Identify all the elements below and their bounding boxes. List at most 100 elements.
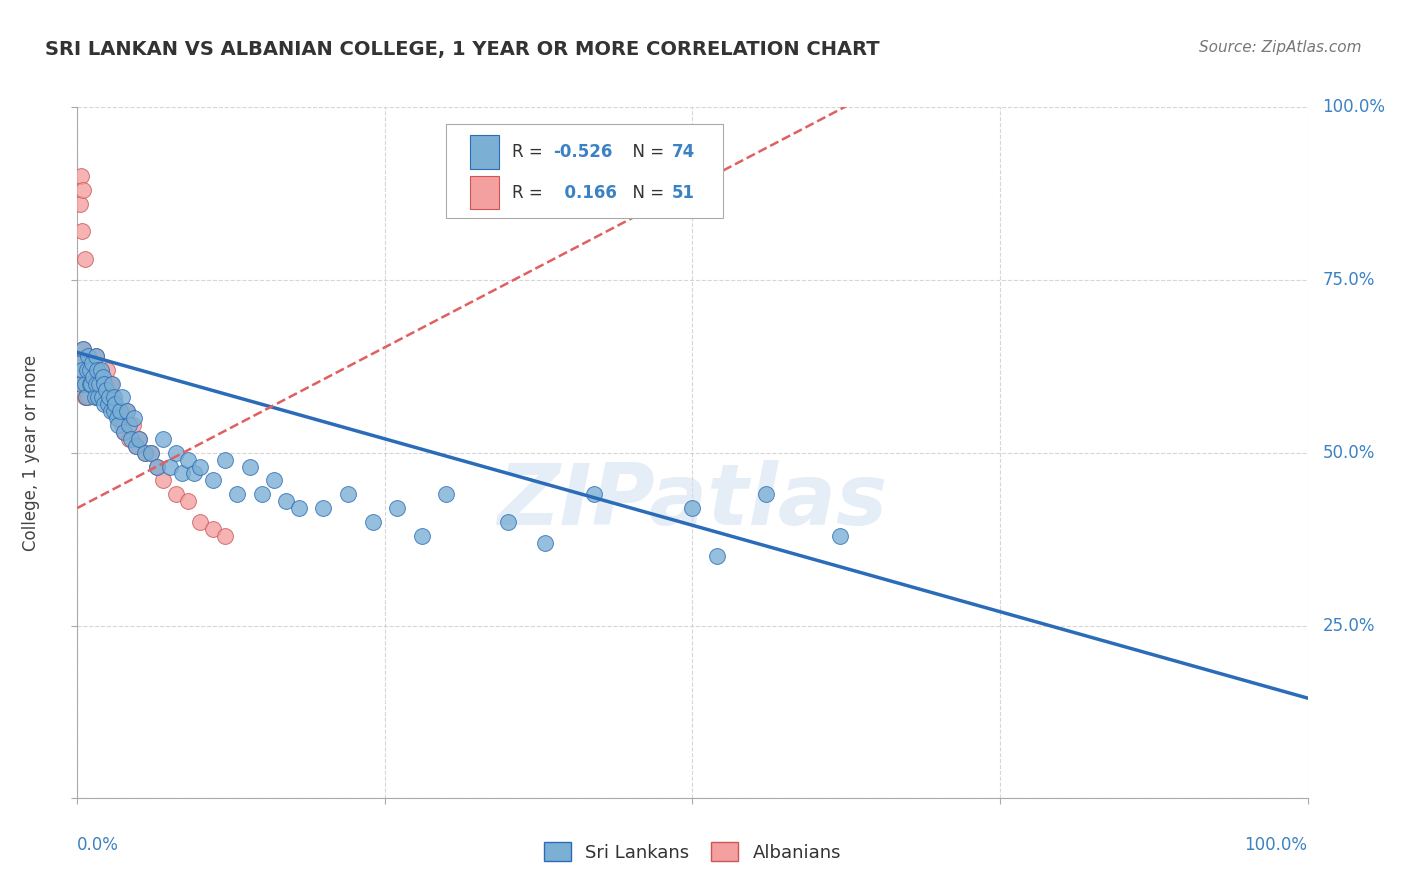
Point: [165, 445, 187, 460]
Point: [91, 376, 114, 391]
Point: [82, 362, 104, 376]
Point: [69, 356, 91, 370]
Point: [125, 439, 148, 453]
Point: [112, 425, 135, 439]
Point: [214, 528, 236, 542]
Point: [97, 384, 120, 398]
Text: 50.0%: 50.0%: [1323, 443, 1375, 462]
Text: -0.526: -0.526: [554, 143, 613, 161]
Point: [361, 515, 384, 529]
Text: 100.0%: 100.0%: [1323, 98, 1385, 116]
Point: [100, 376, 122, 391]
Point: [183, 467, 205, 481]
Point: [755, 487, 778, 501]
Point: [70, 225, 93, 239]
Point: [534, 535, 557, 549]
Point: [100, 404, 122, 418]
FancyBboxPatch shape: [447, 124, 723, 218]
Point: [90, 362, 112, 376]
Text: ZIPatlas: ZIPatlas: [498, 459, 887, 542]
Point: [188, 515, 212, 529]
Point: [84, 349, 107, 363]
Point: [201, 473, 224, 487]
Point: [165, 487, 187, 501]
Point: [89, 376, 111, 391]
Point: [72, 342, 94, 356]
Point: [682, 501, 704, 516]
Point: [69, 197, 91, 211]
Point: [103, 397, 125, 411]
Point: [70, 169, 93, 184]
Point: [75, 391, 97, 405]
Point: [72, 342, 94, 356]
Point: [250, 487, 273, 501]
Point: [104, 397, 127, 411]
Point: [82, 356, 104, 370]
Point: [146, 459, 169, 474]
Point: [128, 432, 150, 446]
Text: 0.0%: 0.0%: [77, 837, 120, 855]
Text: SRI LANKAN VS ALBANIAN COLLEGE, 1 YEAR OR MORE CORRELATION CHART: SRI LANKAN VS ALBANIAN COLLEGE, 1 YEAR O…: [45, 40, 880, 59]
Point: [84, 376, 107, 391]
Point: [134, 445, 156, 460]
Point: [79, 362, 101, 376]
Point: [80, 376, 103, 391]
Point: [105, 411, 128, 425]
Point: [706, 549, 728, 564]
Point: [177, 452, 200, 467]
Point: [125, 439, 148, 453]
Point: [337, 487, 360, 501]
Point: [108, 411, 131, 425]
Point: [83, 391, 105, 405]
Point: [152, 473, 174, 487]
Point: [72, 183, 94, 197]
Point: [111, 417, 132, 432]
Point: [76, 362, 98, 376]
Point: [73, 391, 96, 405]
Point: [103, 391, 125, 405]
Point: [77, 349, 100, 363]
Point: [90, 391, 114, 405]
Point: [107, 417, 129, 432]
Point: [86, 391, 108, 405]
Point: [87, 362, 110, 376]
Point: [141, 445, 163, 460]
FancyBboxPatch shape: [470, 136, 499, 169]
Point: [89, 376, 111, 391]
Legend: Sri Lankans, Albanians: Sri Lankans, Albanians: [537, 835, 848, 869]
Point: [436, 487, 458, 501]
Point: [70, 362, 93, 376]
Point: [118, 432, 141, 446]
Point: [115, 404, 138, 418]
Point: [97, 397, 120, 411]
Point: [214, 452, 236, 467]
Point: [496, 515, 519, 529]
Point: [103, 404, 125, 418]
Text: R =: R =: [512, 143, 547, 161]
Point: [93, 397, 115, 411]
Point: [121, 417, 143, 432]
Text: Source: ZipAtlas.com: Source: ZipAtlas.com: [1198, 40, 1361, 55]
Point: [583, 487, 606, 501]
Point: [70, 376, 93, 391]
Text: N =: N =: [623, 143, 669, 161]
Point: [77, 391, 100, 405]
Point: [98, 397, 121, 411]
Point: [70, 362, 93, 376]
Text: 100.0%: 100.0%: [1244, 837, 1308, 855]
Point: [83, 376, 105, 391]
Point: [122, 411, 145, 425]
Point: [188, 459, 212, 474]
Point: [115, 404, 138, 418]
Point: [128, 432, 150, 446]
Point: [82, 369, 104, 384]
Point: [121, 432, 143, 446]
Point: [226, 487, 249, 501]
Text: 0.166: 0.166: [554, 184, 617, 202]
Point: [82, 376, 104, 391]
Point: [110, 404, 132, 418]
Point: [69, 356, 91, 370]
Text: R =: R =: [512, 184, 547, 202]
Point: [79, 376, 101, 391]
Point: [93, 391, 115, 405]
